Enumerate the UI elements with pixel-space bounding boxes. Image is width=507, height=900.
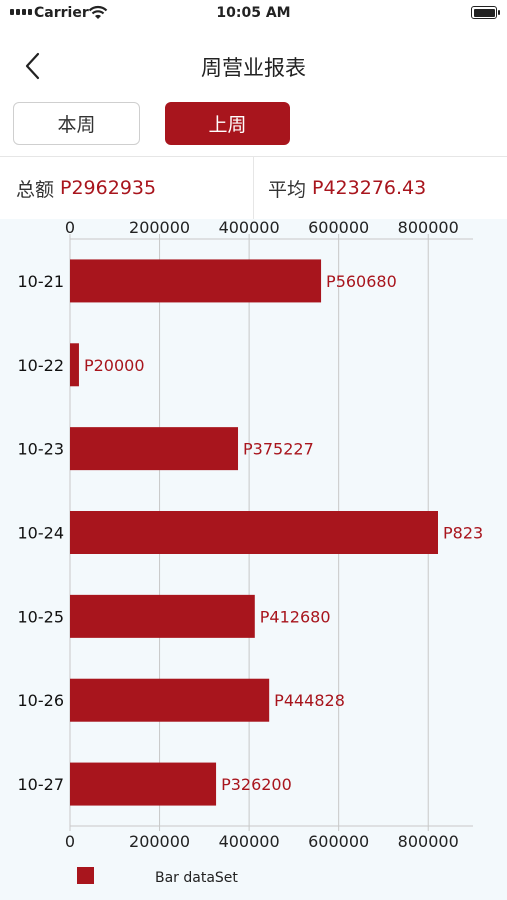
x-tick-label-bottom: 400000 (219, 832, 280, 851)
navigation-bar: 周营业报表 (0, 36, 507, 96)
x-tick-label-top: 800000 (398, 219, 459, 237)
average-value: P423276.43 (312, 177, 427, 199)
x-tick-label-bottom: 200000 (129, 832, 190, 851)
back-button[interactable] (18, 48, 54, 84)
chevron-left-icon (25, 52, 40, 80)
legend-label: Bar dataSet (155, 870, 238, 886)
x-tick-label-top: 200000 (129, 219, 190, 237)
bar-10-23 (70, 427, 239, 471)
x-tick-label-top: 0 (65, 219, 75, 237)
bar-10-21 (70, 259, 322, 303)
average-summary: 平均 P423276.43 (268, 157, 426, 219)
signal-icon (10, 9, 32, 15)
bar-10-24 (70, 511, 438, 554)
x-tick-label-bottom: 0 (65, 832, 75, 851)
x-tick-label-bottom: 800000 (398, 832, 459, 851)
wifi-icon (88, 5, 108, 19)
tab-last-week[interactable]: 上周 (165, 102, 290, 145)
data-label: P326200 (221, 775, 292, 794)
status-bar: Carrier 10:05 AM (0, 0, 507, 26)
category-label: 10-24 (18, 524, 65, 543)
total-summary: 总额 P2962935 (16, 157, 156, 219)
category-label: 10-27 (18, 775, 65, 794)
data-label: P560680 (326, 272, 397, 291)
carrier-label: Carrier (34, 5, 89, 21)
bar-10-26 (70, 678, 270, 722)
summary-divider (253, 157, 254, 219)
category-label: 10-22 (18, 356, 65, 375)
data-label: P375227 (243, 440, 314, 459)
data-label: P444828 (274, 691, 345, 710)
legend-swatch (77, 867, 94, 884)
total-value: P2962935 (60, 177, 157, 199)
battery-icon (471, 6, 500, 19)
average-label: 平均 (268, 178, 307, 201)
tab-this-week[interactable]: 本周 (13, 102, 140, 145)
status-time: 10:05 AM (216, 5, 291, 21)
category-label: 10-25 (18, 607, 65, 626)
x-tick-label-bottom: 600000 (308, 832, 369, 851)
bar-10-22 (70, 343, 79, 387)
bar-10-27 (70, 762, 217, 806)
x-tick-label-top: 600000 (308, 219, 369, 237)
total-label: 总额 (16, 178, 55, 201)
category-label: 10-26 (18, 691, 65, 710)
page-title: 周营业报表 (201, 56, 306, 80)
data-label: P20000 (84, 356, 145, 375)
data-label: P412680 (260, 607, 331, 626)
x-tick-label-top: 400000 (219, 219, 280, 237)
weekly-bar-chart[interactable]: 0 0 200000 200000 400000 400000 600000 600000 80… (0, 219, 507, 900)
category-label: 10-23 (18, 440, 65, 459)
bar-10-25 (70, 594, 255, 638)
summary-bar: 总额 P2962935 平均 P423276.43 (0, 156, 507, 220)
category-label: 10-21 (18, 272, 65, 291)
data-label: P823 (443, 524, 483, 543)
